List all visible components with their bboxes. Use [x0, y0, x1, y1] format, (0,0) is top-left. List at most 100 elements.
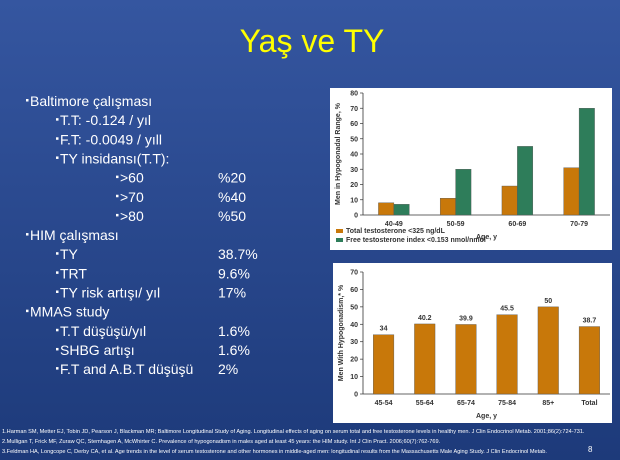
bullet-text: TY insidansı(T.T): [60, 150, 169, 166]
bullet-text: F.T and A.B.T düşüşü [60, 361, 193, 377]
bar [578, 108, 595, 216]
bar [496, 314, 518, 395]
bullet-value: 38.7% [218, 246, 258, 262]
value-label: 40.2 [418, 315, 432, 322]
bullet [56, 137, 59, 140]
bar [414, 323, 436, 395]
bar [439, 198, 456, 216]
value-label: 45.5 [500, 306, 514, 313]
bar [373, 334, 395, 395]
x-axis-label: Age, y [476, 234, 497, 241]
reference: 1.Harman SM, Metter EJ, Tobin JD, Pearso… [2, 429, 585, 435]
bullet-text: T.T: -0.124 / yıl [60, 112, 151, 128]
bar [563, 167, 580, 216]
bullet-text: >80 [120, 208, 144, 224]
y-tick-label: 50 [350, 304, 358, 311]
bullet-text: Baltimore çalışması [30, 93, 152, 109]
bar [537, 306, 559, 395]
x-tick-label: 40-49 [385, 221, 403, 228]
bullet-value: 1.6% [218, 323, 250, 339]
bullet-value: %40 [218, 189, 246, 205]
bullet-value: 2% [218, 361, 238, 377]
y-tick-label: 30 [350, 339, 358, 346]
bar [517, 146, 534, 216]
bullet [56, 367, 59, 370]
y-tick-label: 20 [350, 357, 358, 364]
legend-label: Free testosterone index <0.153 nmol/nmol [346, 237, 486, 244]
x-tick-label: 60-69 [508, 221, 526, 228]
y-tick-label: 20 [350, 182, 358, 189]
legend-label: Total testosterone <325 ng/dL [346, 228, 446, 235]
bullet-value: %20 [218, 170, 246, 186]
value-label: 39.9 [459, 315, 473, 322]
y-tick-label: 0 [354, 213, 358, 220]
bar [501, 185, 518, 216]
y-tick-label: 30 [350, 167, 358, 174]
bullet-text: SHBG artışı [60, 342, 135, 358]
bullet-text: >70 [120, 189, 144, 205]
bullet [26, 99, 29, 102]
value-label: 50 [544, 298, 552, 305]
y-tick-label: 50 [350, 136, 358, 143]
bar [455, 324, 477, 395]
bullet-value: 17% [218, 285, 246, 301]
x-tick-label: 50-59 [447, 221, 465, 228]
value-label: 38.7 [583, 318, 597, 325]
y-tick-label: 40 [350, 152, 358, 159]
bullet-text: T.T düşüşü/yıl [60, 323, 146, 339]
page-number: 8 [588, 445, 593, 454]
x-tick-label: 55-64 [416, 400, 434, 407]
x-tick-label: 85+ [542, 400, 554, 407]
bullet [116, 213, 119, 217]
value-label: 34 [380, 326, 388, 333]
bar [578, 326, 600, 395]
y-axis-label: Men With Hypogonadism,* % [338, 284, 345, 381]
y-tick-label: 40 [350, 322, 358, 329]
x-tick-label: Total [581, 400, 597, 407]
x-tick-label: 45-54 [375, 400, 393, 407]
bar [455, 169, 472, 216]
y-tick-label: 0 [354, 392, 358, 399]
bullet [56, 271, 59, 274]
slide-title: Yaş ve TY [240, 23, 385, 59]
bullet-value: 9.6% [218, 265, 250, 281]
reference: 2.Mulligan T, Frick MF, Zuraw QC, Stemha… [2, 439, 441, 445]
reference: 3.Feldman HA, Longcope C, Derby CA, et a… [2, 449, 547, 455]
y-tick-label: 70 [350, 270, 358, 277]
legend-swatch [336, 229, 343, 233]
bullet-text: >60 [120, 170, 144, 186]
bar [393, 204, 410, 216]
bullet [26, 233, 29, 236]
bullet-text: TY [60, 246, 79, 262]
x-axis-label: Age, y [476, 413, 497, 420]
y-tick-label: 10 [350, 374, 358, 381]
bullet [116, 194, 119, 198]
bullet [56, 290, 59, 293]
y-tick-label: 10 [350, 197, 358, 204]
bullet-text: MMAS study [30, 304, 109, 320]
bullet [56, 156, 59, 159]
bullet [116, 175, 119, 179]
x-tick-label: 65-74 [457, 400, 475, 407]
x-tick-label: 70-79 [570, 221, 588, 228]
bullet [56, 347, 59, 351]
bullet-text: TRT [60, 265, 87, 281]
bullet-value: 1.6% [218, 342, 250, 358]
y-axis-label: Men in Hypogonadal Range, % [335, 102, 342, 205]
bullet-text: HIM çalışması [30, 227, 119, 243]
bullet-text: F.T: -0.0049 / yıll [60, 131, 162, 147]
bar [378, 202, 395, 216]
bullet [56, 252, 59, 255]
bullet [26, 309, 29, 313]
legend-swatch [336, 238, 343, 242]
bullet [56, 328, 59, 332]
y-tick-label: 70 [350, 106, 358, 113]
y-tick-label: 80 [350, 91, 358, 98]
y-tick-label: 60 [350, 287, 358, 294]
y-tick-label: 60 [350, 121, 358, 128]
bullet-value: %50 [218, 208, 246, 224]
x-tick-label: 75-84 [498, 400, 516, 407]
bullet [56, 118, 59, 121]
